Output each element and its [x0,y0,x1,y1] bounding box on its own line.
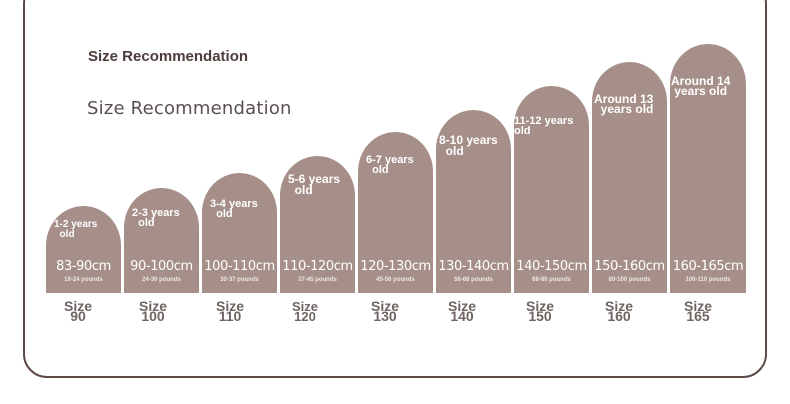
size-number: 130 [373,308,397,324]
size-arch-150: 11-12 years old 140-150cm 68-80 pounds [514,86,589,293]
height-label: 140-150cm [516,259,587,274]
size-arch-140: 8-10 years old 130-140cm 56-68 pounds [436,110,511,293]
title-bold: Size Recommendation [88,48,249,65]
weight-label: 100-110 pounds [685,277,731,283]
age-label: 5-6 years old [288,172,341,197]
size-label-130: Size 130 [355,298,415,324]
weight-label: 56-68 pounds [454,277,493,283]
size-word: Size [63,298,92,314]
size-label-150: Size 150 [510,298,570,324]
height-label: 150-160cm [594,259,665,274]
size-number: 165 [686,308,710,324]
size-word: Size [215,298,244,314]
size-arch-160: Around 13 years old 150-160cm 80-100 pou… [592,62,667,293]
age-label: 2-3 years old [132,207,180,229]
size-word: Size [291,299,318,314]
size-word: Size [447,298,476,314]
size-label-120: Size 120 [275,299,335,324]
size-arch-90: 1-2 years old 83-90cm 18-24 pounds [46,206,121,293]
age-label: 6-7 years old [366,154,414,176]
size-label-165: Size 165 [668,298,728,324]
card-frame [23,0,767,378]
height-label: 100-110cm [204,259,275,274]
weight-label: 18-24 pounds [64,277,103,283]
size-number: 100 [141,308,165,324]
title-light: Size Recommendation [87,98,292,119]
size-number: 140 [450,308,474,324]
size-arch-110: 3-4 years old 100-110cm 30-37 pounds [202,173,277,293]
weight-label: 30-37 pounds [220,277,259,283]
size-number: 90 [70,308,86,324]
size-label-110: Size 110 [200,298,260,324]
height-label: 120-130cm [360,259,431,274]
size-label-100: Size 100 [123,298,183,324]
height-label: 130-140cm [438,259,509,274]
size-number: 150 [528,308,552,324]
weight-label: 68-80 pounds [532,277,571,283]
size-word: Size [604,298,633,314]
height-label: 110-120cm [282,259,353,274]
age-label: Around 13 years old [594,92,654,116]
size-number: 110 [218,308,242,324]
size-word: Size [525,298,554,314]
weight-label: 45-56 pounds [376,277,415,283]
size-arch-165: Around 14 years old 160-165cm 100-110 po… [670,44,746,293]
size-word: Size [683,298,712,314]
size-label-140: Size 140 [432,298,492,324]
age-label: 8-10 years old [439,133,498,158]
size-label-90: Size 90 [48,298,108,324]
age-label: 3-4 years old [210,198,258,220]
size-number: 160 [607,308,631,324]
age-label: Around 14 years old [671,74,731,98]
weight-label: 80-100 pounds [608,277,651,283]
size-arch-100: 2-3 years old 90-100cm 24-30 pounds [124,188,199,293]
age-label: 11-12 years old [514,115,574,137]
height-label: 160-165cm [672,259,744,274]
age-label: 1-2 years old [54,219,98,240]
size-word: Size [138,298,167,314]
size-number: 120 [294,309,316,324]
height-label: 83-90cm [56,259,111,274]
size-arch-130: 6-7 years old 120-130cm 45-56 pounds [358,132,433,293]
weight-label: 37-45 pounds [298,277,337,283]
height-label: 90-100cm [130,259,193,274]
size-word: Size [370,298,399,314]
size-label-160: Size 160 [589,298,649,324]
weight-label: 24-30 pounds [142,277,181,283]
size-arch-120: 5-6 years old 110-120cm 37-45 pounds [280,156,355,293]
